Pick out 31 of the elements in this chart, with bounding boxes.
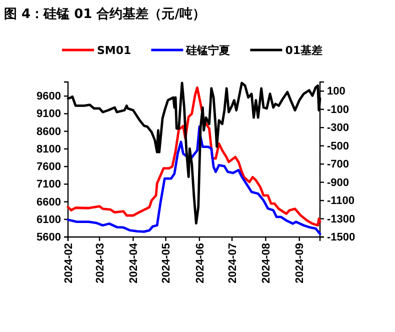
y2-tick-label: -300 (327, 122, 350, 134)
x-tick-label: 2024-05 (160, 243, 173, 284)
x-tick-label: 2024-04 (128, 242, 140, 284)
x-tick-label: 2024-06 (194, 243, 206, 284)
x-tick-label: 2024-02 (62, 243, 75, 284)
y-tick-label: 7600 (36, 161, 61, 174)
legend-label: 01基差 (285, 44, 322, 57)
legend-label: SM01 (97, 44, 132, 57)
y2-tick-label: -700 (327, 158, 350, 171)
y2-tick-label: -900 (327, 176, 350, 189)
y-tick-label: 9600 (36, 90, 61, 103)
x-tick-label: 2024-03 (94, 243, 106, 284)
y-tick-label: 5600 (36, 232, 61, 244)
y2-tick-label: 100 (327, 86, 346, 98)
y-tick-label: 7100 (36, 178, 61, 191)
y2-tick-label: -500 (327, 140, 350, 152)
line-series (66, 126, 322, 236)
y-tick-label: 8100 (36, 143, 61, 156)
y2-tick-label: -1100 (327, 195, 355, 208)
x-tick-label: 2024-09 (294, 243, 306, 284)
y-tick-label: 9100 (36, 108, 61, 120)
y-tick-label: 6100 (36, 214, 61, 226)
y-tick-label: 8600 (36, 126, 61, 138)
x-tick-label: 2024-08 (260, 243, 273, 284)
y2-tick-label: -1300 (327, 213, 356, 226)
chart-title: 图 4：硅锰 01 合约基差（元/吨） (4, 6, 206, 22)
legend-label: 硅锰宁夏 (185, 44, 230, 57)
y2-tick-label: -100 (327, 104, 350, 116)
x-tick-label: 2024-07 (226, 243, 239, 284)
y-tick-label: 6600 (36, 196, 61, 208)
y2-tick-label: -1500 (327, 232, 356, 244)
